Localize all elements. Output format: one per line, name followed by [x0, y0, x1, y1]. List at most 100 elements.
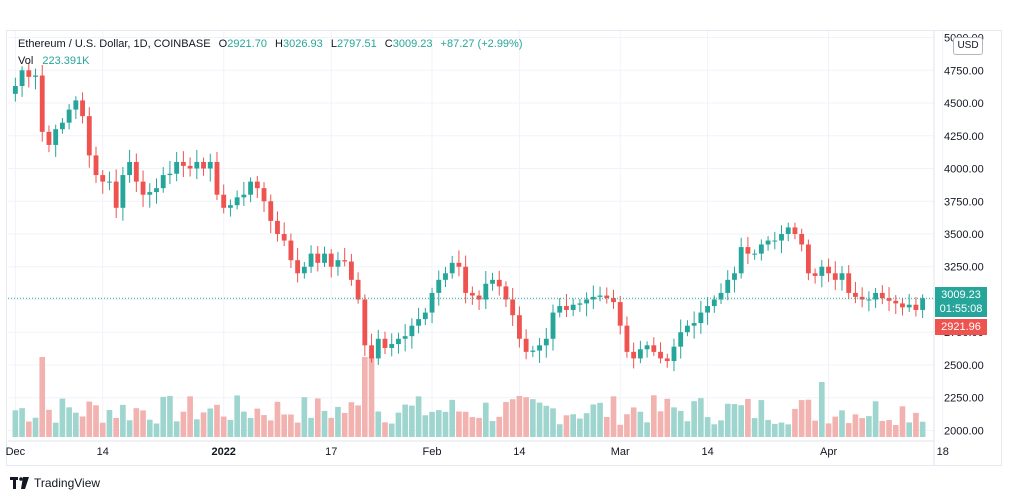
- candle-body: [557, 306, 563, 313]
- volume-bar: [193, 419, 200, 437]
- currency-button[interactable]: USD: [953, 37, 983, 55]
- volume-bar: [247, 418, 254, 437]
- candle-body: [879, 292, 885, 299]
- candle-body: [113, 181, 119, 208]
- volume-bar: [341, 412, 348, 437]
- volume-bar: [395, 412, 402, 437]
- candle-body: [100, 175, 106, 182]
- candle-body: [826, 266, 831, 274]
- candle-body: [893, 300, 899, 304]
- volume-bar: [637, 411, 644, 437]
- volume-bar: [583, 413, 590, 437]
- volume-bar: [671, 407, 677, 437]
- candle-body: [322, 253, 327, 263]
- candle-body: [436, 279, 442, 293]
- volume-bar: [274, 401, 281, 437]
- legend-open: 2921.70: [227, 38, 267, 50]
- volume-bar: [382, 422, 388, 437]
- candle-body: [369, 345, 374, 359]
- candle-body: [12, 86, 18, 94]
- candle-body: [631, 351, 637, 359]
- volume-bar: [825, 423, 832, 437]
- candle-body: [39, 75, 45, 132]
- volume-bar: [66, 407, 72, 437]
- legend-close: 3009.23: [392, 38, 433, 50]
- volume-bar: [718, 420, 724, 437]
- volume-bar: [792, 408, 798, 437]
- y-tick-label: 4500.00: [944, 98, 984, 110]
- volume-bar: [52, 422, 59, 437]
- candle-body: [705, 306, 711, 313]
- candle-body: [396, 338, 401, 345]
- volume-bar: [469, 417, 476, 437]
- volume-bar: [886, 420, 892, 437]
- volume-bar: [449, 399, 456, 437]
- candle-body: [201, 161, 206, 169]
- x-tick-label: 14: [701, 446, 713, 458]
- candle-body: [691, 323, 697, 326]
- volume-bar: [650, 395, 657, 437]
- volume-bar: [691, 401, 697, 437]
- volume-bar: [556, 424, 563, 437]
- brand-name: TradingView: [34, 476, 101, 490]
- candle-body: [180, 161, 186, 166]
- candle-body: [678, 332, 684, 347]
- candle-body: [732, 273, 737, 280]
- volume-bar: [872, 401, 879, 437]
- volume-bar: [523, 397, 529, 437]
- candle-body: [725, 279, 731, 293]
- volume-bar: [214, 404, 220, 437]
- candle-body: [530, 350, 536, 352]
- volume-bar: [684, 421, 691, 437]
- candle-body: [510, 299, 516, 316]
- volume-bar: [617, 424, 624, 437]
- volume-bar: [597, 402, 603, 437]
- candle-body: [765, 240, 771, 245]
- footer-brand[interactable]: TradingView: [10, 476, 100, 490]
- y-tick-label: 3250.00: [944, 262, 984, 274]
- volume-bar: [536, 402, 543, 437]
- volume-bar: [657, 411, 664, 437]
- candle-body: [214, 161, 220, 195]
- volume-bar: [93, 405, 99, 437]
- candle-body: [456, 262, 462, 267]
- candle-body: [187, 165, 193, 169]
- last-price: 3009.23: [941, 289, 981, 301]
- volume-bar: [180, 411, 187, 437]
- chart-frame: [6, 30, 1002, 466]
- volume-bar: [738, 405, 745, 437]
- candle-body: [624, 325, 630, 352]
- legend-symbol: Ethereum / U.S. Dollar, 1D, COINBASE: [18, 38, 211, 50]
- volume-bar: [73, 412, 79, 437]
- candle-body: [779, 234, 784, 241]
- candle-body: [107, 181, 112, 183]
- volume-bar: [241, 411, 247, 437]
- volume-bar: [496, 416, 503, 437]
- candle-body: [738, 247, 744, 274]
- candle-body: [483, 283, 489, 300]
- volume-bar: [590, 404, 597, 437]
- candle-body: [234, 197, 240, 206]
- candle-body: [422, 312, 428, 320]
- candle-body: [348, 261, 354, 280]
- candle-body: [900, 303, 905, 308]
- candle-body: [154, 188, 159, 193]
- candle-body: [570, 304, 576, 310]
- volume-bar: [362, 357, 368, 437]
- volume-bar: [409, 405, 415, 437]
- candle-body: [281, 234, 287, 241]
- candle-body: [658, 351, 663, 359]
- volume-bar: [375, 411, 382, 437]
- candle-body: [611, 298, 616, 303]
- y-tick-label: 4250.00: [944, 131, 984, 143]
- candle-body: [449, 262, 455, 274]
- volume-bar: [482, 402, 489, 437]
- volume-bar: [19, 408, 25, 437]
- volume-bar: [570, 414, 576, 437]
- y-tick-label: 2500.00: [944, 360, 984, 372]
- volume-bar: [859, 418, 865, 437]
- tradingview-logo-icon: [10, 477, 29, 489]
- candle-body: [819, 266, 825, 276]
- candle-body: [221, 194, 227, 208]
